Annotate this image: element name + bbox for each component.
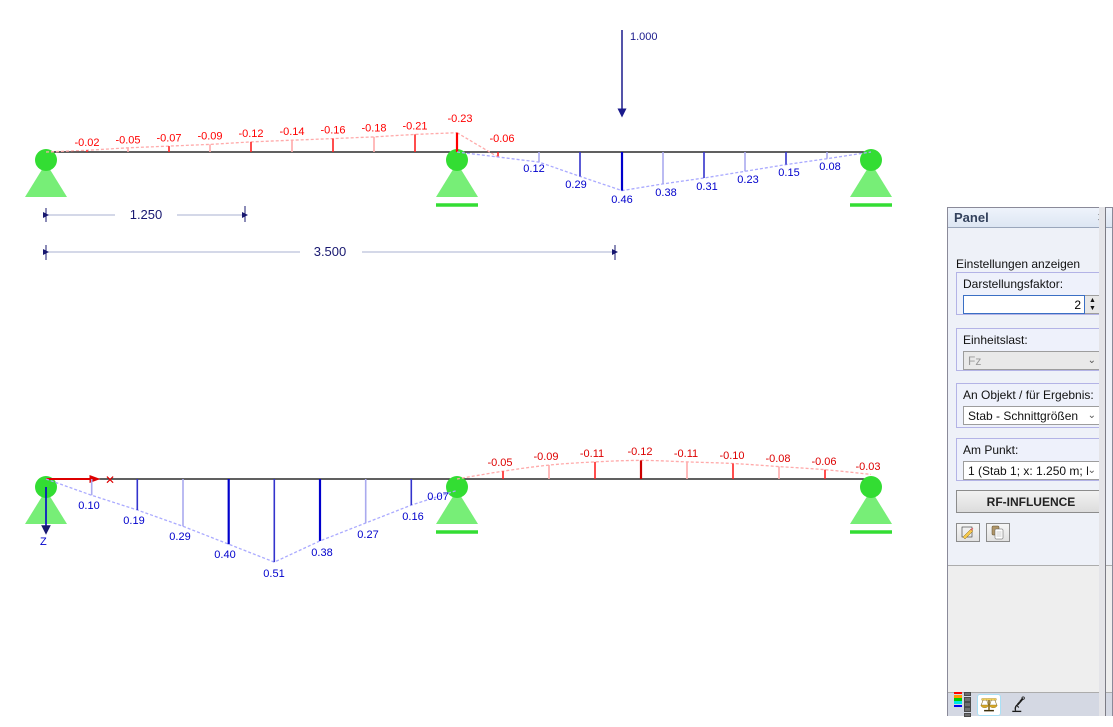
svg-text:-0.21: -0.21 xyxy=(402,121,427,133)
svg-text:-0.11: -0.11 xyxy=(674,448,698,460)
svg-text:-0.09: -0.09 xyxy=(197,131,222,143)
svg-text:-0.23: -0.23 xyxy=(447,113,472,125)
svg-text:0.38: 0.38 xyxy=(311,547,332,559)
svg-text:-0.12: -0.12 xyxy=(627,446,652,458)
svg-text:0.51: 0.51 xyxy=(263,568,284,580)
svg-text:0.31: 0.31 xyxy=(696,181,717,193)
svg-text:0.15: 0.15 xyxy=(778,167,799,179)
svg-text:-0.16: -0.16 xyxy=(320,125,345,137)
svg-text:0.07: 0.07 xyxy=(427,491,448,503)
svg-text:0.27: 0.27 xyxy=(357,529,378,541)
svg-text:-0.05: -0.05 xyxy=(115,135,140,147)
svg-text:0.12: 0.12 xyxy=(523,163,544,175)
svg-text:3.500: 3.500 xyxy=(314,244,347,259)
svg-text:Z: Z xyxy=(40,536,47,548)
svg-text:-0.10: -0.10 xyxy=(719,450,744,462)
svg-text:0.08: 0.08 xyxy=(819,161,840,173)
svg-text:0.19: 0.19 xyxy=(123,515,144,527)
svg-text:0.16: 0.16 xyxy=(402,511,423,523)
svg-text:-0.07: -0.07 xyxy=(156,133,181,145)
svg-text:-0.03: -0.03 xyxy=(855,461,880,473)
svg-text:-0.08: -0.08 xyxy=(765,453,790,465)
svg-text:0.29: 0.29 xyxy=(169,531,190,543)
svg-text:-0.12: -0.12 xyxy=(238,128,263,140)
svg-text:1.000: 1.000 xyxy=(630,31,658,43)
svg-text:-0.14: -0.14 xyxy=(279,126,304,138)
svg-text:-0.11: -0.11 xyxy=(580,448,604,460)
svg-text:-0.05: -0.05 xyxy=(487,457,512,469)
svg-text:0.46: 0.46 xyxy=(611,194,632,206)
svg-text:✕: ✕ xyxy=(105,473,115,487)
svg-text:-0.06: -0.06 xyxy=(489,133,514,145)
svg-text:-0.06: -0.06 xyxy=(811,456,836,468)
svg-text:1.250: 1.250 xyxy=(130,207,163,222)
svg-text:-0.02: -0.02 xyxy=(74,137,99,149)
svg-text:0.10: 0.10 xyxy=(78,500,99,512)
svg-text:0.40: 0.40 xyxy=(214,549,235,561)
svg-text:-0.18: -0.18 xyxy=(361,123,386,135)
svg-text:0.23: 0.23 xyxy=(737,174,758,186)
svg-text:-0.09: -0.09 xyxy=(533,451,558,463)
svg-text:0.29: 0.29 xyxy=(565,179,586,191)
svg-text:0.38: 0.38 xyxy=(655,187,676,199)
